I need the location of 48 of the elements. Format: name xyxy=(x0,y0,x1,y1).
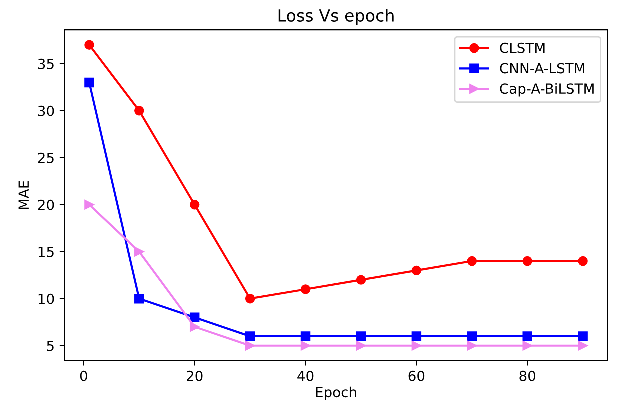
point xyxy=(245,341,256,351)
x-tick-label: 20 xyxy=(187,370,203,382)
point xyxy=(578,332,588,342)
legend-label: CNN-A-LSTM xyxy=(500,63,584,74)
point xyxy=(134,247,144,257)
x-tick-label: 60 xyxy=(408,370,425,382)
point xyxy=(467,256,478,266)
point xyxy=(84,78,94,88)
point xyxy=(578,256,588,266)
y-tick-label: 30 xyxy=(38,106,54,116)
point xyxy=(356,275,366,285)
y-tick-label: 25 xyxy=(38,152,54,164)
point xyxy=(300,341,311,351)
y-axis-title: MAE xyxy=(18,181,29,210)
point xyxy=(245,294,256,304)
point xyxy=(134,106,144,116)
legend-label: CLSTM xyxy=(500,42,545,54)
point xyxy=(190,312,200,323)
point xyxy=(190,322,200,332)
x-tick-label: 80 xyxy=(520,370,536,382)
point xyxy=(522,341,532,351)
y-tick-label: 10 xyxy=(38,294,54,304)
y-tick-label: 5 xyxy=(47,341,54,352)
x-tick-label: 0 xyxy=(80,370,88,382)
point xyxy=(190,200,200,210)
point xyxy=(300,332,311,342)
point xyxy=(412,341,422,351)
point xyxy=(578,341,588,351)
y-tick-label: 20 xyxy=(38,200,54,210)
point xyxy=(467,332,478,342)
point xyxy=(412,332,422,342)
y-tick-label: 15 xyxy=(38,247,54,258)
x-tick-label: 40 xyxy=(298,370,314,382)
x-axis-title: Epoch xyxy=(316,386,356,400)
point xyxy=(84,40,94,50)
point xyxy=(522,256,532,266)
point xyxy=(134,294,144,304)
point xyxy=(412,266,422,276)
point xyxy=(522,332,532,342)
point xyxy=(245,332,256,342)
point xyxy=(467,341,478,351)
point xyxy=(356,341,366,351)
point xyxy=(84,200,94,210)
legend-label: Cap-A-BiLSTM xyxy=(500,83,594,97)
chart-title: Loss Vs epoch xyxy=(278,9,394,26)
point xyxy=(356,332,366,342)
point xyxy=(300,284,311,294)
y-tick-label: 35 xyxy=(38,58,54,70)
